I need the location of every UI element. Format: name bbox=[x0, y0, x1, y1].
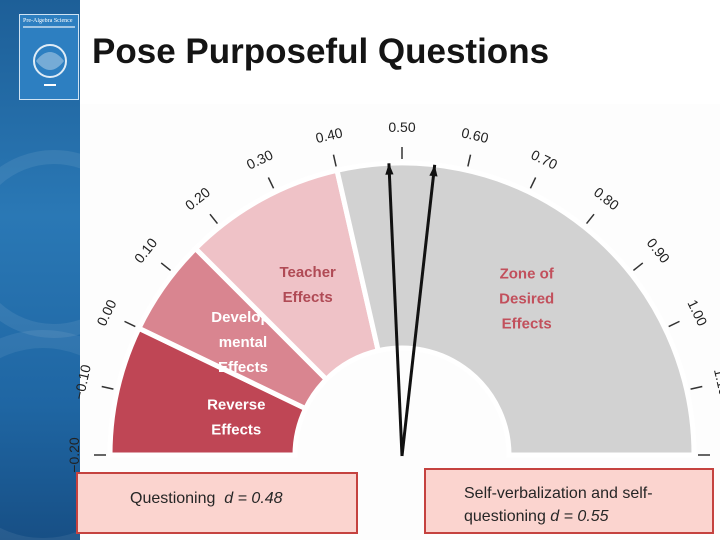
zone-reverse-label: Effects bbox=[211, 422, 261, 439]
tick-mark bbox=[668, 320, 680, 328]
tick-mark bbox=[332, 154, 337, 167]
zone-developmental-label: mental bbox=[219, 334, 267, 351]
zone-developmental-label: Effects bbox=[218, 359, 268, 376]
tick-label: 0.20 bbox=[182, 184, 213, 214]
tick-label: 0.10 bbox=[131, 235, 161, 266]
decorative-wave bbox=[0, 330, 80, 540]
tick-mark bbox=[467, 154, 472, 167]
page-title: Pose Purposeful Questions bbox=[92, 32, 550, 71]
tick-mark bbox=[267, 177, 275, 189]
tick-label: 0.40 bbox=[314, 124, 344, 146]
tick-mark bbox=[124, 320, 136, 328]
tick-label: 0.70 bbox=[529, 146, 561, 172]
tick-label: −0.10 bbox=[70, 363, 94, 401]
tick-mark bbox=[209, 213, 219, 225]
tick-label: 1.00 bbox=[684, 297, 710, 329]
pointer-questioning-arrowhead bbox=[385, 163, 394, 175]
title-bar bbox=[80, 0, 720, 104]
tick-label: 0.90 bbox=[644, 235, 674, 266]
tick-label: 0.00 bbox=[93, 297, 119, 329]
tick-mark bbox=[101, 385, 114, 390]
zone-desired-label: Zone of bbox=[500, 266, 555, 283]
tick-label: −0.20 bbox=[66, 437, 82, 473]
pointer-questioning-line bbox=[387, 163, 404, 457]
zone-teacher-label: Effects bbox=[283, 289, 333, 306]
zone-desired-label: Effects bbox=[502, 316, 552, 333]
tick-label: 1.10 bbox=[711, 367, 720, 397]
zone-teacher-segment bbox=[191, 167, 382, 383]
pointer-self-verbalization-line bbox=[400, 164, 437, 457]
tick-label: 0.60 bbox=[460, 124, 490, 146]
tick-label: 0.80 bbox=[591, 184, 622, 214]
self-verbalization-box: Self-verbalization and self-questioning … bbox=[424, 468, 714, 534]
logo-title: Pre-Algebra Science bbox=[23, 18, 73, 24]
questioning-stat: d = 0.48 bbox=[224, 490, 283, 507]
zone-teacher-label: Teacher bbox=[279, 264, 336, 281]
tick-label: 0.50 bbox=[388, 119, 415, 135]
tick-mark bbox=[690, 385, 703, 390]
journal-cover-icon: Pre-Algebra Science bbox=[19, 14, 79, 100]
tick-mark bbox=[585, 213, 595, 225]
tick-mark bbox=[160, 262, 172, 272]
zone-reverse-label: Reverse bbox=[207, 397, 265, 414]
questioning-box: Questioning d = 0.48 bbox=[76, 472, 358, 534]
tick-mark bbox=[632, 262, 644, 272]
zone-desired-label: Desired bbox=[499, 291, 554, 308]
self-verbalization-stat: d = 0.55 bbox=[550, 508, 609, 525]
questioning-label: Questioning bbox=[130, 490, 216, 507]
tick-mark bbox=[529, 177, 537, 189]
pointer-self-verbalization-arrowhead bbox=[429, 164, 438, 177]
tick-label: 0.30 bbox=[244, 146, 276, 172]
self-verbalization-label: Self-verbalization and self-questioning bbox=[464, 485, 653, 525]
